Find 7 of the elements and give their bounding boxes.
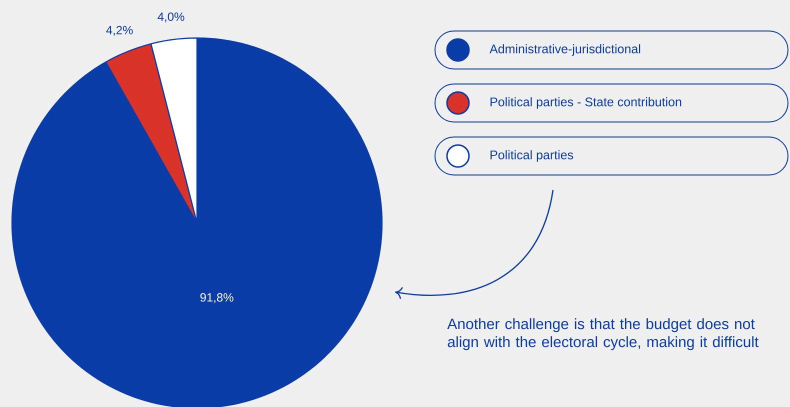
legend-label: Political parties - State contribution (490, 97, 682, 109)
data-label: 4,2% (106, 26, 133, 36)
legend-label: Political parties (490, 150, 574, 162)
data-label: 4,0% (158, 12, 184, 22)
text: Another challenge is that the budget does not align with the electoral cycle, making it difficult (447, 318, 759, 350)
data-label: 91,8% (200, 293, 234, 304)
legend-label: Administrative-jurisdictional (490, 44, 640, 56)
